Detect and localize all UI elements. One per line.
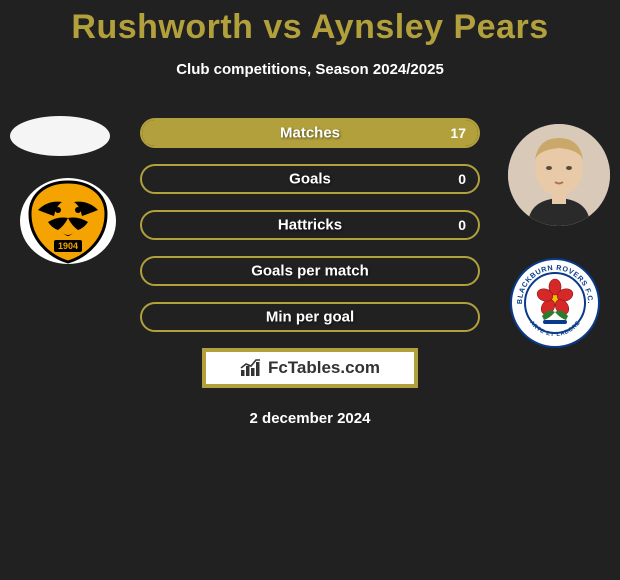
stat-row-matches: Matches 17 — [140, 118, 480, 148]
stat-value-right: 0 — [458, 217, 466, 233]
date-text: 2 december 2024 — [0, 410, 620, 427]
stat-label: Goals per match — [251, 263, 369, 280]
stat-label: Matches — [280, 125, 340, 142]
stat-value-right: 17 — [450, 125, 466, 141]
brand-label: FcTables.com — [268, 358, 380, 378]
brand-text: FcTables.com — [240, 358, 380, 378]
stat-row-hattricks: Hattricks 0 — [140, 210, 480, 240]
chart-icon — [240, 359, 262, 377]
stat-label: Hattricks — [278, 217, 342, 234]
page-title: Rushworth vs Aynsley Pears — [0, 0, 620, 47]
stat-row-goals-per-match: Goals per match — [140, 256, 480, 286]
stat-label: Min per goal — [266, 309, 354, 326]
subtitle: Club competitions, Season 2024/2025 — [0, 61, 620, 78]
stat-label: Goals — [289, 171, 331, 188]
stat-row-min-per-goal: Min per goal — [140, 302, 480, 332]
brand-box[interactable]: FcTables.com — [202, 348, 418, 388]
stats-area: Matches 17 Goals 0 Hattricks 0 Goals per… — [0, 118, 620, 332]
stat-row-goals: Goals 0 — [140, 164, 480, 194]
stat-value-right: 0 — [458, 171, 466, 187]
